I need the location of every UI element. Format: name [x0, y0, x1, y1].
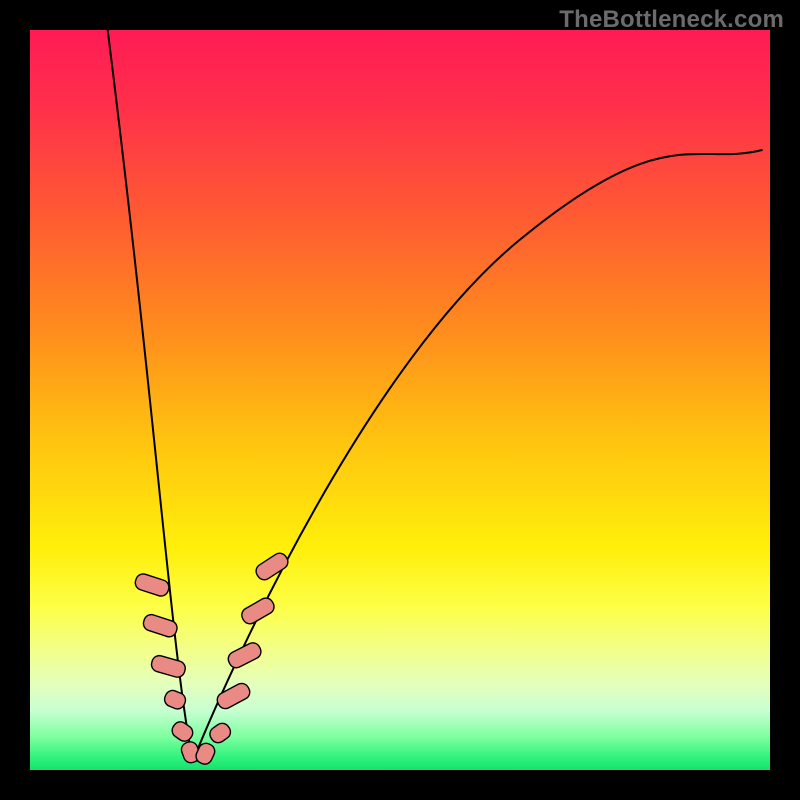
gradient-background [30, 30, 770, 770]
plot-area [30, 30, 770, 770]
stage: TheBottleneck.com [0, 0, 800, 800]
bottleneck-chart [0, 0, 800, 800]
watermark-text: TheBottleneck.com [559, 6, 784, 34]
